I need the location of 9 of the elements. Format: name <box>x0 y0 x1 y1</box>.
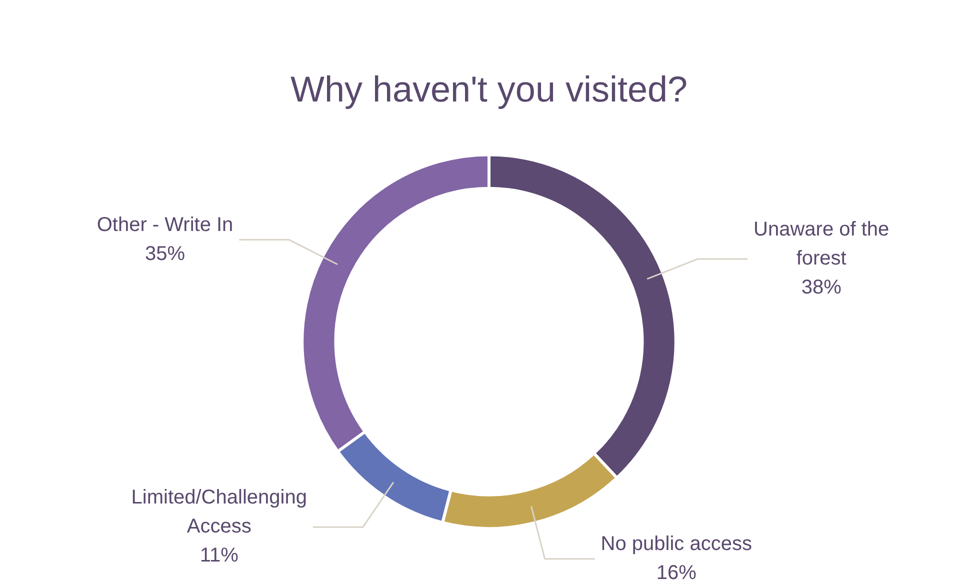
data-label: 35% <box>144 242 186 265</box>
chart-title: Why haven't you visited? <box>290 68 688 110</box>
slice-label: Unaware of the forest <box>754 218 890 270</box>
data-label: 11% <box>200 544 239 567</box>
slice-label: Limited/Challenging Access <box>131 486 307 538</box>
data-label: 16% <box>656 562 697 580</box>
slice-label: No public access <box>600 532 752 555</box>
slice-label: Other - Write In <box>96 214 234 236</box>
data-label: 38% <box>801 276 842 299</box>
